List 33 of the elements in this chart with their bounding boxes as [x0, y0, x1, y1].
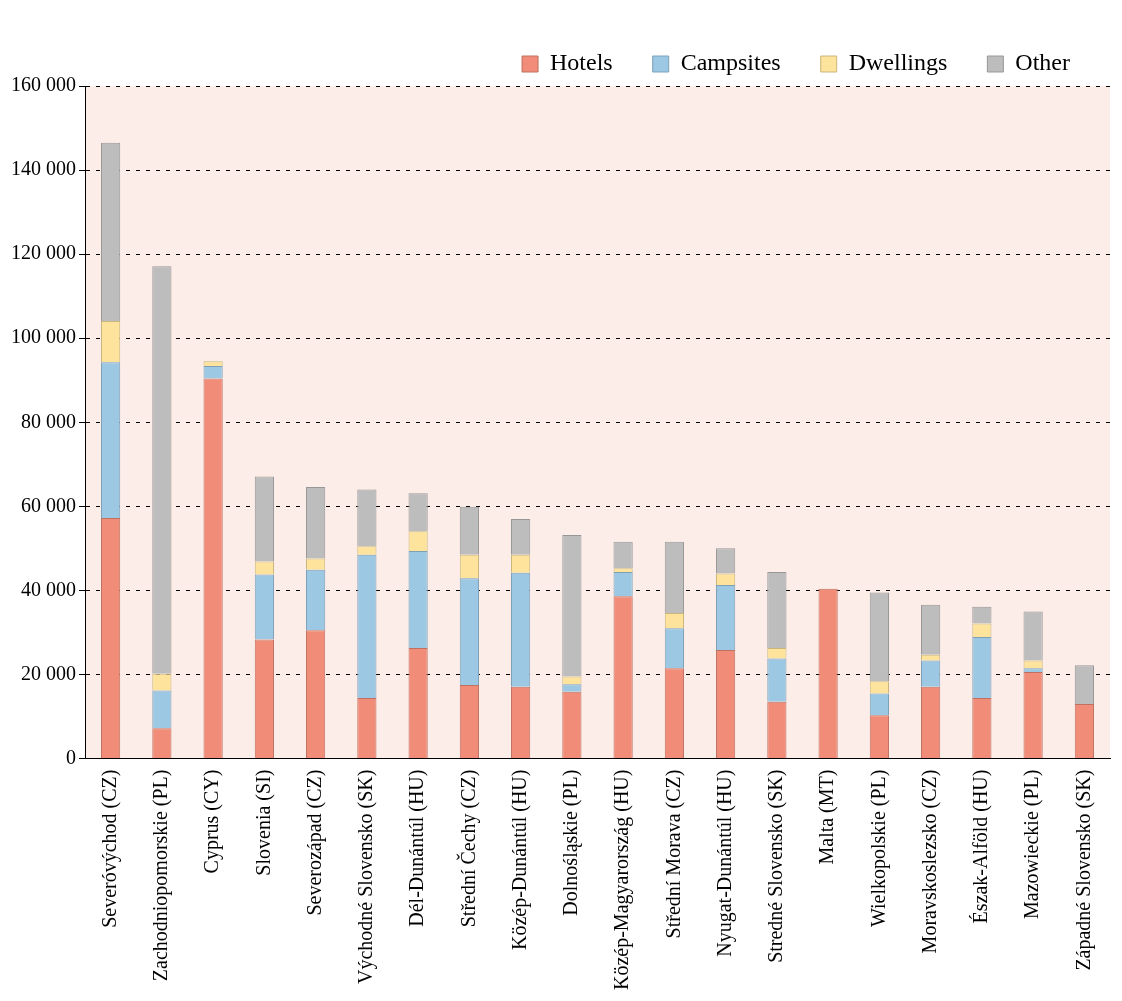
x-tick-label: Közép-Magyarország (HU) [610, 769, 634, 991]
legend-label: Hotels [550, 49, 613, 76]
y-tick-label: 40 000 [21, 577, 76, 600]
y-tick-label: 160 000 [11, 73, 76, 96]
x-tick-label: Cyprus (CY) [200, 769, 224, 874]
x-tick-label: Střední Morava (CZ) [661, 769, 685, 939]
x-tick-label: Dél-Dunántúl (HU) [405, 769, 429, 927]
x-tick-label: Mazowieckie (PL) [1020, 769, 1044, 919]
x-tick-label: Wielkopolskie (PL) [866, 769, 890, 928]
x-tick-label: Nyugat-Dunántúl (HU) [712, 769, 736, 957]
legend-label: Dwellings [848, 49, 948, 76]
y-tick-label: 60 000 [21, 493, 76, 516]
y-tick-label: 100 000 [11, 325, 76, 348]
x-tick-label: Východné Slovensko (SK) [354, 769, 378, 984]
x-tick-label: Moravskoslezsko (CZ) [917, 769, 941, 954]
x-tick-label: Stredné Slovensko (SK) [764, 769, 788, 963]
y-tick-label: 140 000 [11, 157, 76, 180]
legend-label: Campsites [680, 49, 781, 76]
x-tick-label: Západné Slovensko (SK) [1071, 769, 1095, 971]
y-tick-label: 80 000 [21, 409, 76, 432]
y-tick-label: 20 000 [21, 661, 76, 684]
x-tick-label: Střední Čechy (CZ) [455, 769, 480, 928]
x-tick-label: Slovenia (SI) [251, 769, 275, 876]
legend-label: Other [1015, 49, 1071, 76]
x-tick-label: Közép-Dunántúl (HU) [507, 769, 531, 951]
x-tick-label: Zachodniopomorskie (PL) [149, 769, 173, 982]
x-tick-label: Malta (MT) [815, 769, 839, 865]
x-tick-label: Dolnośląskie (PL) [559, 769, 583, 916]
x-tick-label: Severozápad (CZ) [302, 769, 326, 916]
x-tick-label: Severóvýchod (CZ) [97, 769, 121, 928]
y-tick-label: 120 000 [11, 241, 76, 264]
y-tick-label: 0 [66, 745, 76, 768]
x-tick-label: Észak-Alföld (HU) [969, 769, 993, 924]
